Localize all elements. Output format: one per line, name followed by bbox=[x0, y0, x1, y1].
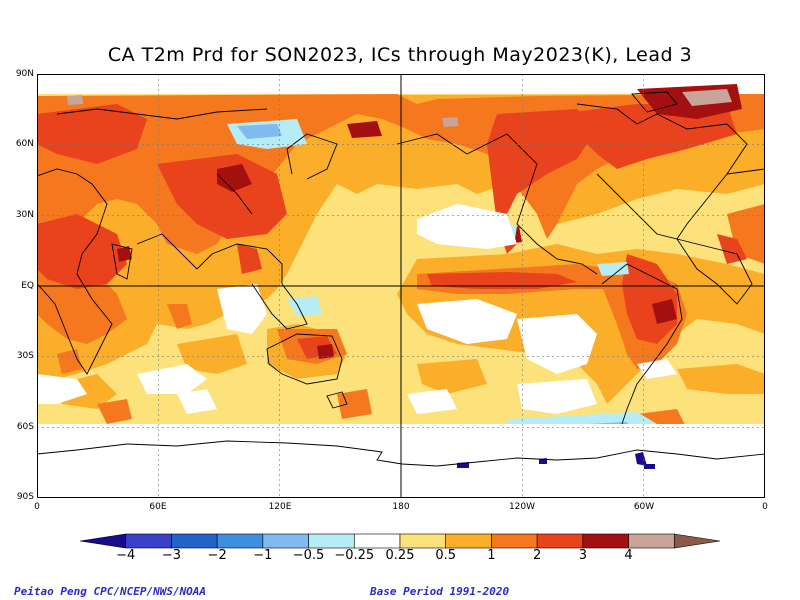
coastlines bbox=[37, 91, 765, 467]
lat-label-60s: 60S bbox=[16, 422, 34, 432]
lon-label-180: 180 bbox=[392, 502, 410, 512]
colorbar-swatch bbox=[125, 533, 172, 549]
temperature-anomaly-map bbox=[37, 74, 765, 498]
colorbar-swatch bbox=[353, 533, 401, 549]
colorbar-swatch bbox=[80, 533, 127, 549]
colorbar-swatch bbox=[399, 533, 447, 549]
colorbar-swatch bbox=[308, 533, 355, 549]
footer-credit: Peitao Peng CPC/NCEP/NWS/NOAA bbox=[14, 585, 207, 598]
map-title: CA T2m Prd for SON2023, ICs through May2… bbox=[107, 44, 693, 66]
colorbar-tick-label: −4 bbox=[116, 548, 136, 563]
colorbar-tick-label: −3 bbox=[161, 548, 181, 563]
colorbar-tick-label: 3 bbox=[578, 548, 587, 563]
colorbar-swatch bbox=[582, 533, 629, 549]
colorbar-tick-label: −1 bbox=[253, 548, 273, 563]
colorbar-tick-label: 0.25 bbox=[385, 548, 415, 563]
footer-base-period: Base Period 1991-2020 bbox=[370, 585, 510, 598]
lon-label-60w: 60W bbox=[633, 502, 655, 512]
colorbar-swatch bbox=[491, 533, 538, 549]
colorbar-swatch bbox=[445, 533, 492, 549]
colorbar-swatch bbox=[673, 533, 720, 549]
colorbar-swatch bbox=[171, 533, 218, 549]
lat-label-eq: EQ bbox=[21, 281, 34, 291]
colorbar-swatch bbox=[262, 533, 309, 549]
colorbar-swatch bbox=[536, 533, 584, 549]
colorbar-tick-label: 2 bbox=[533, 548, 542, 563]
colorbar-tick-label: 1 bbox=[487, 548, 496, 563]
lat-label-30n: 30N bbox=[15, 210, 34, 220]
lat-label-30s: 30S bbox=[16, 351, 34, 361]
colorbar-swatch bbox=[216, 533, 264, 549]
colorbar bbox=[80, 533, 720, 549]
lat-label-90s: 90S bbox=[16, 492, 34, 502]
anomaly-red bbox=[37, 104, 747, 359]
colorbar-tick-label: −0.25 bbox=[334, 548, 375, 563]
lon-label-120e: 120E bbox=[268, 502, 292, 512]
lon-label-120w: 120W bbox=[508, 502, 536, 512]
colorbar-tick-label: 4 bbox=[624, 548, 633, 563]
colorbar-tick-label: 0.5 bbox=[435, 548, 457, 563]
lat-label-60n: 60N bbox=[15, 139, 34, 149]
lon-label-0: 0 bbox=[34, 502, 40, 512]
lon-label-60e: 60E bbox=[149, 502, 167, 512]
colorbar-tick-label: −2 bbox=[207, 548, 227, 563]
colorbar-swatch bbox=[628, 533, 675, 549]
map-frame bbox=[37, 74, 765, 498]
colorbar-tick-label: −0.5 bbox=[292, 548, 325, 563]
anomaly-pink-brown bbox=[67, 89, 732, 127]
lon-label-0-right: 0 bbox=[762, 502, 768, 512]
lat-label-90n: 90N bbox=[15, 69, 34, 79]
